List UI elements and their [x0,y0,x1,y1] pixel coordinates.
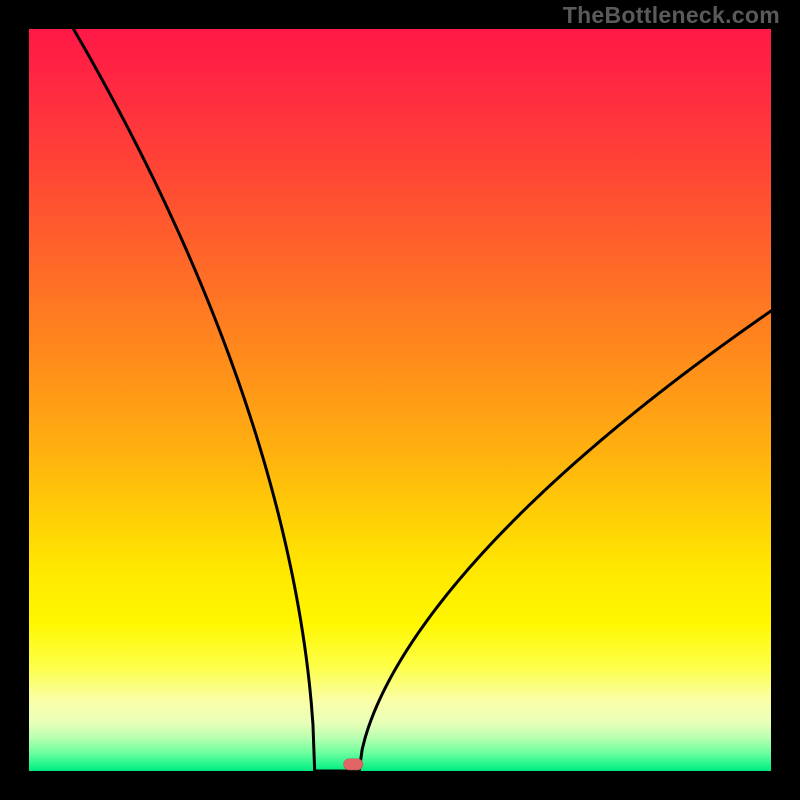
optimal-point-marker [344,759,363,770]
